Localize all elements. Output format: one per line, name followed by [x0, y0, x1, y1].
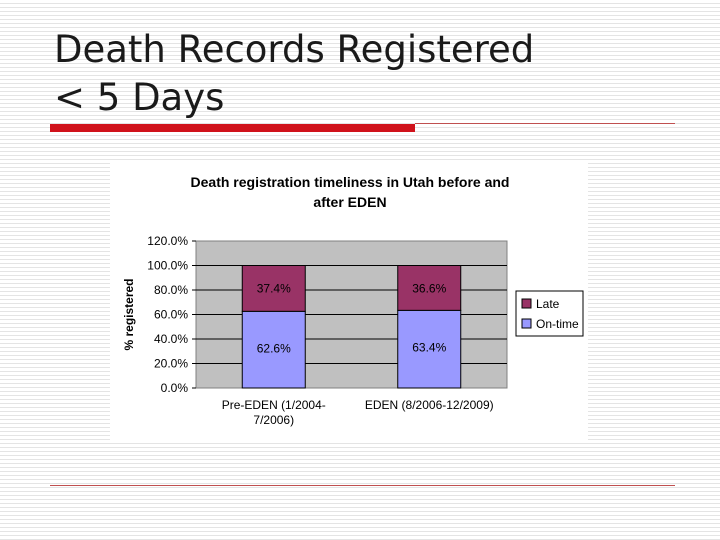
- slide-title: Death Records Registered < 5 Days: [54, 26, 654, 122]
- chart-title-line: after EDEN: [313, 194, 386, 210]
- legend-label: Late: [536, 297, 560, 311]
- slide-title-line-2: < 5 Days: [54, 76, 225, 119]
- x-tick-label: 7/2006): [253, 413, 294, 427]
- slide-title-line-1: Death Records Registered: [54, 28, 535, 71]
- y-axis-label: % registered: [122, 278, 136, 350]
- chart-panel: Death registration timeliness in Utah be…: [110, 160, 588, 442]
- title-underline-rule: [415, 123, 675, 124]
- x-tick-label: Pre-EDEN (1/2004-: [222, 398, 326, 412]
- legend-swatch-ontime: [521, 318, 532, 329]
- y-tick-label: 100.0%: [147, 259, 188, 273]
- title-underline-accent: [50, 124, 415, 132]
- bar-late: [241, 265, 306, 312]
- data-label: 62.6%: [257, 341, 291, 355]
- x-tick-label: EDEN (8/2006-12/2009): [365, 398, 494, 412]
- stacked-bar-chart: Death registration timeliness in Utah be…: [122, 174, 584, 427]
- bar-late: [397, 265, 462, 311]
- y-tick-label: 120.0%: [147, 234, 188, 248]
- y-tick-label: 60.0%: [154, 308, 188, 322]
- y-tick-label: 0.0%: [161, 381, 189, 395]
- y-tick-label: 80.0%: [154, 283, 188, 297]
- legend-swatch-late: [521, 298, 532, 309]
- footer-rule: [50, 485, 675, 486]
- y-tick-label: 20.0%: [154, 357, 188, 371]
- y-tick-label: 40.0%: [154, 332, 188, 346]
- data-label: 63.4%: [412, 340, 446, 354]
- data-label: 37.4%: [257, 282, 291, 296]
- data-label: 36.6%: [412, 282, 446, 296]
- chart-title-line: Death registration timeliness in Utah be…: [191, 174, 510, 190]
- legend-label: On-time: [536, 317, 579, 331]
